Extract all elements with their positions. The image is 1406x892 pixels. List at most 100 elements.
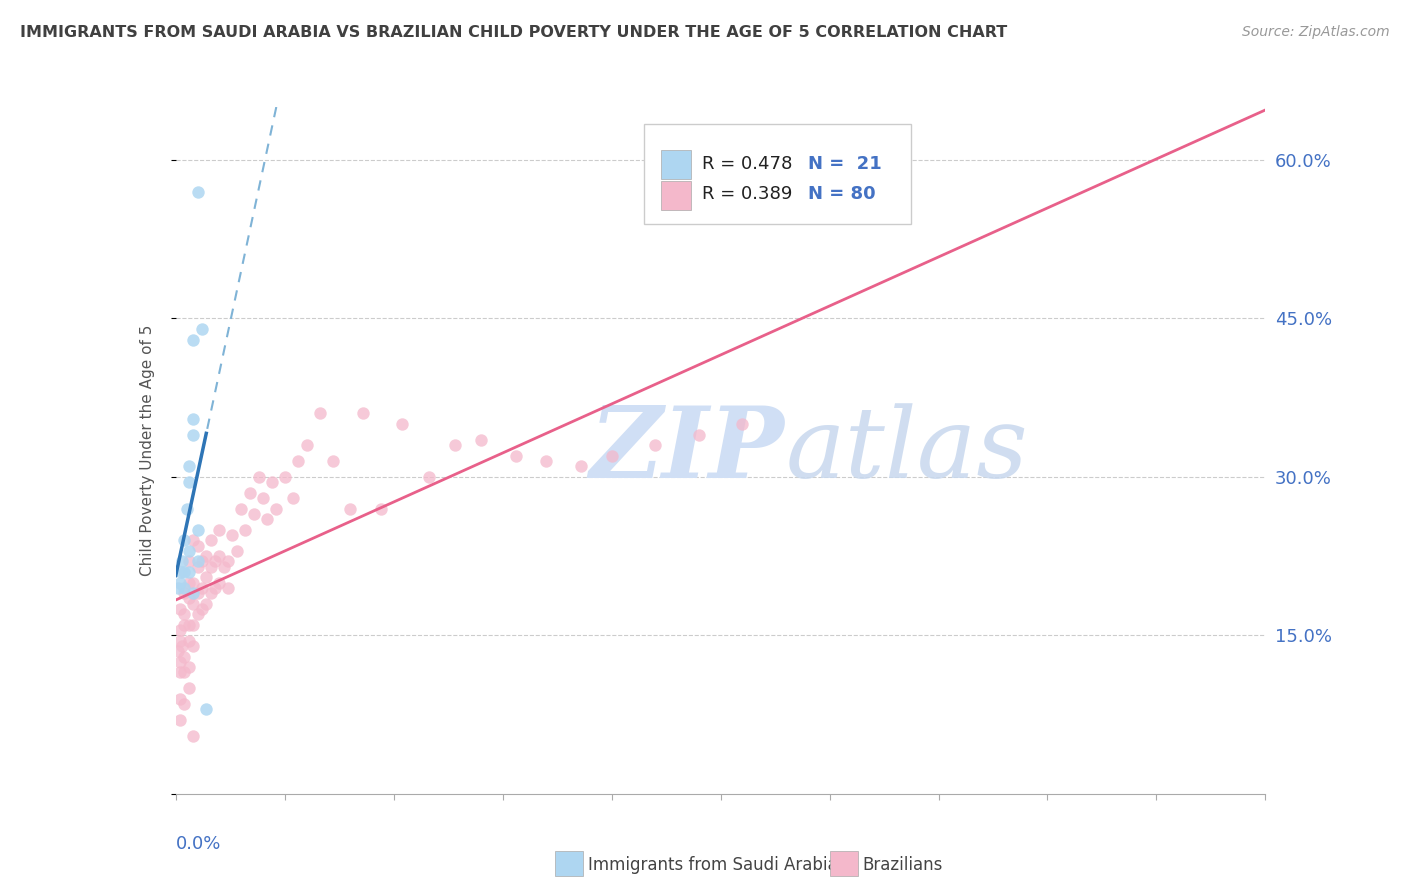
Point xyxy=(208,575,231,590)
Point xyxy=(191,581,214,595)
Point xyxy=(181,575,204,590)
Point xyxy=(172,554,194,568)
Point xyxy=(169,713,191,727)
Point xyxy=(208,549,231,563)
Point xyxy=(200,559,222,574)
Text: N = 80: N = 80 xyxy=(807,186,876,203)
Point xyxy=(181,411,204,425)
Point xyxy=(169,602,191,616)
Point xyxy=(231,501,253,516)
Point xyxy=(181,729,204,743)
Point xyxy=(169,575,191,590)
Point xyxy=(443,438,465,452)
Point xyxy=(191,602,214,616)
Point xyxy=(169,691,191,706)
Point xyxy=(177,575,200,590)
Point xyxy=(173,565,195,579)
Point xyxy=(322,454,344,468)
Point xyxy=(177,591,200,606)
Text: N =  21: N = 21 xyxy=(807,155,882,173)
Text: R = 0.478: R = 0.478 xyxy=(702,155,793,173)
Point xyxy=(731,417,754,431)
Point xyxy=(167,644,190,658)
Point xyxy=(391,417,413,431)
Point xyxy=(181,333,204,347)
Point xyxy=(186,586,209,600)
Point xyxy=(339,501,361,516)
Point xyxy=(177,565,200,579)
Point xyxy=(186,185,209,199)
Point xyxy=(181,427,204,442)
Point xyxy=(308,407,330,421)
Point xyxy=(200,533,222,548)
Point xyxy=(569,459,592,474)
Text: Brazilians: Brazilians xyxy=(862,856,942,874)
Point xyxy=(252,491,274,505)
Point xyxy=(169,633,191,648)
Point xyxy=(177,475,200,490)
Text: ZIP: ZIP xyxy=(591,402,785,499)
Point xyxy=(204,581,226,595)
Point xyxy=(600,449,623,463)
Point xyxy=(287,454,309,468)
Point xyxy=(177,660,200,674)
Point xyxy=(186,559,209,574)
Point xyxy=(260,475,283,490)
Point xyxy=(173,586,195,600)
Point xyxy=(352,407,374,421)
Point xyxy=(274,470,297,484)
Point xyxy=(177,681,200,696)
Point xyxy=(181,586,204,600)
Point xyxy=(264,501,287,516)
Point xyxy=(235,523,257,537)
Point xyxy=(169,655,191,669)
Point xyxy=(173,617,195,632)
Point xyxy=(176,501,198,516)
Point xyxy=(195,570,218,584)
Bar xyxy=(661,151,692,179)
Text: 0.0%: 0.0% xyxy=(176,835,221,853)
Point xyxy=(172,639,194,653)
Point xyxy=(186,523,209,537)
Point xyxy=(170,565,193,579)
Point xyxy=(212,559,235,574)
Point xyxy=(181,639,204,653)
Point xyxy=(173,533,195,548)
Point xyxy=(370,501,392,516)
Point xyxy=(177,544,200,558)
Point xyxy=(173,665,195,680)
Point xyxy=(186,539,209,553)
Point xyxy=(200,586,222,600)
Point xyxy=(177,554,200,568)
Point xyxy=(505,449,527,463)
Point xyxy=(173,607,195,622)
Point xyxy=(181,597,204,611)
Point xyxy=(225,544,247,558)
Point xyxy=(173,581,195,595)
Text: Immigrants from Saudi Arabia: Immigrants from Saudi Arabia xyxy=(588,856,838,874)
Text: IMMIGRANTS FROM SAUDI ARABIA VS BRAZILIAN CHILD POVERTY UNDER THE AGE OF 5 CORRE: IMMIGRANTS FROM SAUDI ARABIA VS BRAZILIA… xyxy=(20,25,1007,40)
Y-axis label: Child Poverty Under the Age of 5: Child Poverty Under the Age of 5 xyxy=(141,325,155,576)
Point xyxy=(195,702,218,716)
Point xyxy=(247,470,270,484)
Point xyxy=(243,507,266,521)
Point xyxy=(208,523,231,537)
FancyBboxPatch shape xyxy=(644,124,911,224)
Point xyxy=(186,607,209,622)
Point xyxy=(177,633,200,648)
Point xyxy=(204,554,226,568)
Bar xyxy=(661,181,692,211)
Point xyxy=(688,427,710,442)
Point xyxy=(186,554,209,568)
Point xyxy=(470,433,492,447)
Point xyxy=(181,533,204,548)
Point xyxy=(173,649,195,664)
Text: atlas: atlas xyxy=(786,403,1029,498)
Point xyxy=(177,459,200,474)
Point xyxy=(181,617,204,632)
Text: Source: ZipAtlas.com: Source: ZipAtlas.com xyxy=(1241,25,1389,39)
Point xyxy=(169,623,191,637)
Point xyxy=(256,512,278,526)
Point xyxy=(283,491,305,505)
Point xyxy=(534,454,557,468)
